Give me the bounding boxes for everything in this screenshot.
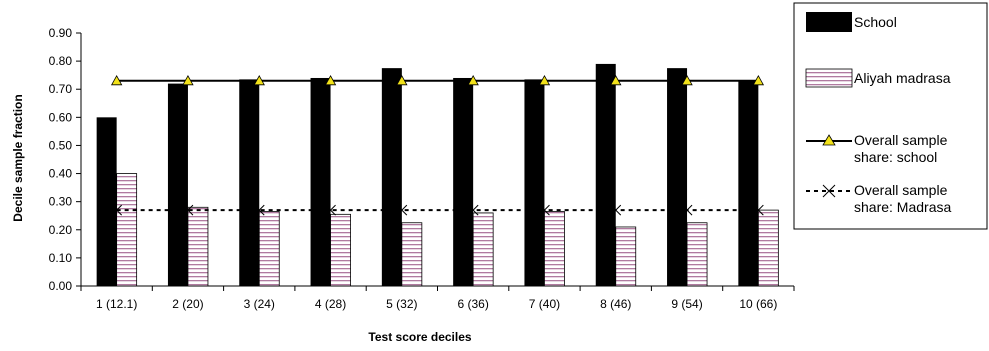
marker-x	[111, 204, 123, 216]
plot-area: 0.00 0.10 0.20 0.30 0.40 0.50 0.60 0.70 0.80 0.90…	[49, 26, 795, 311]
legend-swatch-aliyah	[805, 68, 853, 88]
x-tick-label: 5 (32)	[386, 297, 417, 311]
marker-triangle	[253, 74, 265, 86]
marker-x	[182, 204, 194, 216]
marker-triangle	[681, 74, 693, 86]
bar-school	[310, 77, 331, 286]
y-tick-label: 0.40	[49, 167, 73, 181]
bar-school	[595, 63, 616, 286]
x-tick-label: 2 (20)	[172, 297, 203, 311]
marker-x	[539, 204, 550, 216]
marker-x	[752, 204, 764, 216]
marker-triangle	[752, 74, 765, 86]
marker-triangle	[467, 74, 479, 86]
marker-x	[610, 204, 622, 216]
legend-frame	[793, 2, 988, 230]
marker-x	[253, 204, 265, 216]
x-tick-label: 7 (40)	[529, 297, 560, 311]
legend-label-madrasa-line-2: share: Madrasa	[854, 199, 951, 215]
marker-triangle	[324, 74, 337, 86]
bar-school	[453, 77, 474, 286]
x-tick-label: 10 (66)	[739, 297, 777, 311]
bar-aliyah	[401, 222, 423, 287]
legend-label-school: School	[854, 14, 897, 30]
legend-label-school-line-1: Overall sample	[854, 132, 948, 148]
bar-school	[239, 79, 260, 286]
legend: School Aliyah madrasa Overall sample sha…	[793, 2, 988, 230]
bar-aliyah	[258, 211, 280, 287]
bar-aliyah	[330, 213, 351, 287]
y-tick-label: 0.00	[49, 279, 73, 293]
y-tick-label: 0.30	[49, 195, 73, 209]
bar-aliyah	[686, 222, 708, 287]
bar-school	[167, 83, 188, 286]
bar-school	[738, 80, 759, 287]
bar-school	[667, 68, 688, 286]
marker-triangle	[182, 74, 194, 86]
x-axis-title: Test score deciles	[368, 330, 471, 344]
marker-x	[325, 204, 336, 216]
x-tick-label: 9 (54)	[671, 297, 702, 311]
y-tick-label: 0.60	[49, 110, 73, 124]
y-tick-label: 0.80	[49, 54, 73, 68]
legend-label-madrasa-line-1: Overall sample	[854, 182, 948, 198]
legend-x-marker	[822, 184, 836, 198]
x-tick-label: 6 (36)	[457, 297, 488, 311]
legend-label-school-line-2: share: school	[854, 149, 937, 165]
bar-school	[96, 117, 117, 286]
bar-aliyah	[472, 212, 494, 287]
bar-aliyah	[544, 211, 565, 287]
bar-aliyah	[757, 209, 779, 287]
y-tick-label: 0.50	[49, 138, 73, 152]
marker-x	[467, 204, 479, 216]
y-tick-label: 0.90	[49, 26, 73, 40]
bar-school	[381, 68, 402, 286]
y-axis-title: Decile sample fraction	[11, 94, 25, 221]
legend-triangle-marker	[822, 134, 836, 146]
y-tick-label: 0.10	[49, 251, 73, 265]
y-tick-label: 0.70	[49, 82, 73, 96]
bar-aliyah	[116, 173, 138, 287]
y-tick-label: 0.20	[49, 223, 73, 237]
bar-school	[524, 79, 545, 286]
x-tick-label: 4 (28)	[315, 297, 346, 311]
marker-x	[396, 204, 408, 216]
legend-swatch-school	[806, 12, 852, 32]
marker-triangle	[610, 74, 622, 86]
x-tick-label: 3 (24)	[244, 297, 275, 311]
bar-aliyah	[615, 226, 637, 287]
legend-label-aliyah: Aliyah madrasa	[854, 70, 951, 86]
bar-aliyah	[187, 206, 209, 287]
marker-triangle	[396, 74, 408, 86]
marker-triangle	[110, 74, 123, 86]
x-tick-label: 1 (12.1)	[96, 297, 137, 311]
marker-x	[681, 204, 693, 216]
x-tick-label: 8 (46)	[600, 297, 631, 311]
marker-triangle	[538, 74, 551, 86]
